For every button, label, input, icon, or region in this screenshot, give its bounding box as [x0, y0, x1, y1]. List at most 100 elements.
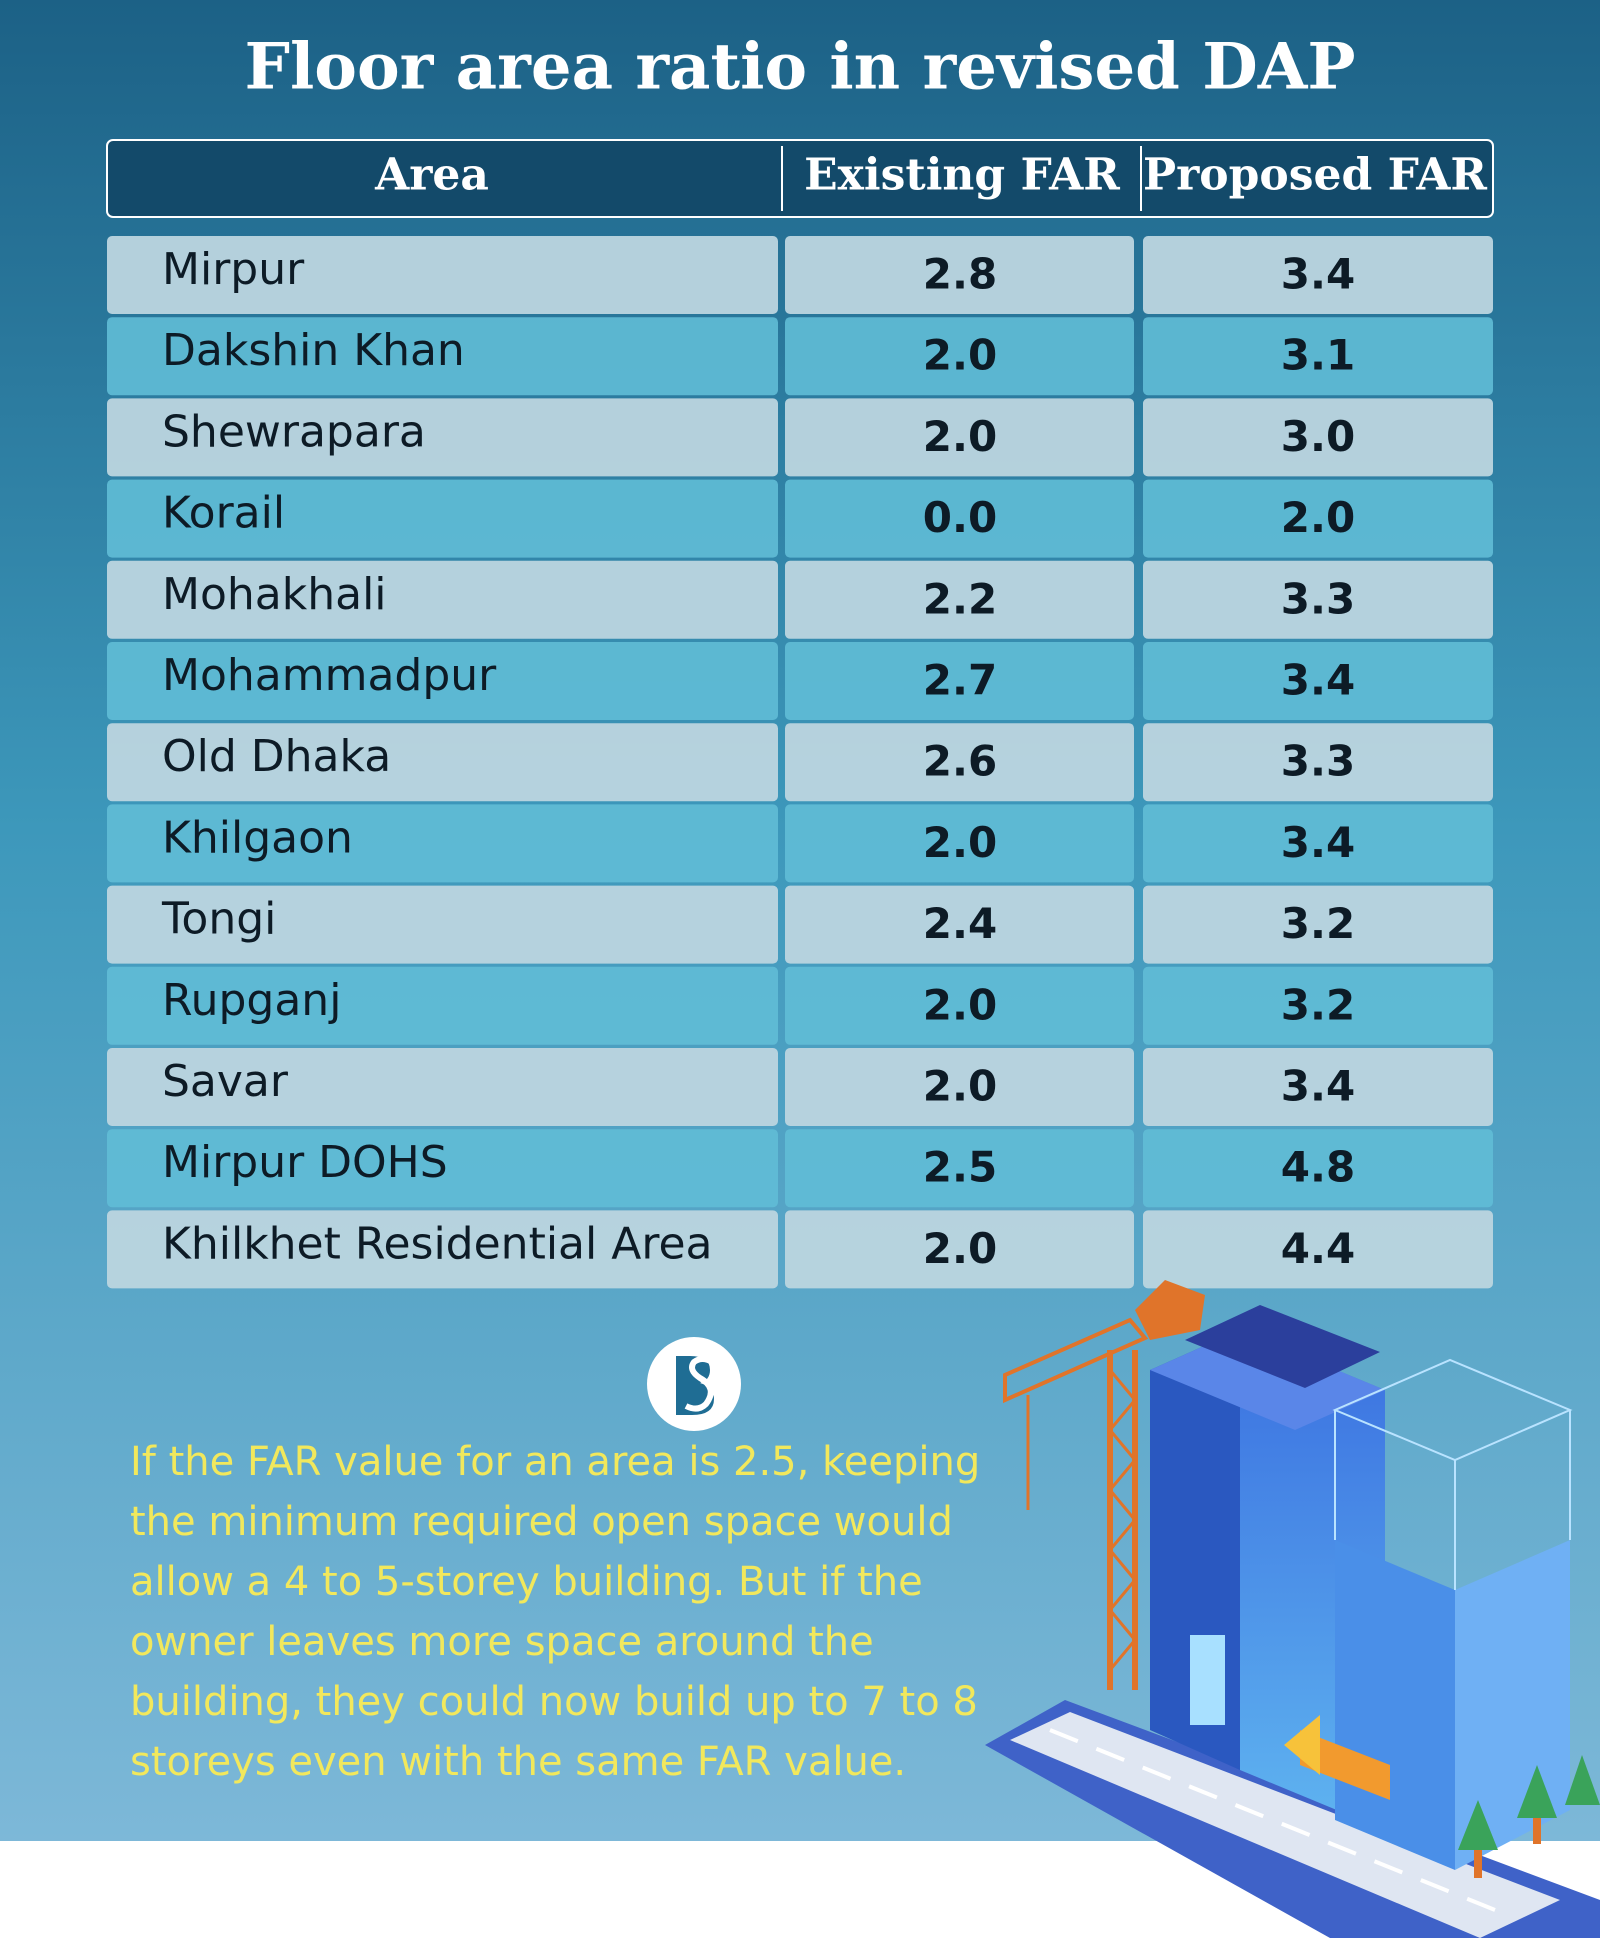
cell	[1143, 1129, 1493, 1208]
proposed-far: 3.2	[1281, 899, 1355, 948]
area-name: Dakshin Khan	[162, 325, 465, 376]
cell	[785, 966, 1134, 1045]
area-name: Old Dhaka	[162, 731, 391, 782]
proposed-far: 3.3	[1281, 574, 1355, 623]
proposed-far: 3.4	[1281, 250, 1355, 299]
existing-far: 2.6	[923, 737, 997, 786]
note-line: storeys even with the same FAR value.	[130, 1739, 906, 1785]
proposed-far: 3.1	[1281, 331, 1355, 380]
cell	[107, 723, 778, 802]
cell	[785, 642, 1134, 720]
table-row: Savar 2.0 3.4	[107, 1048, 1493, 1126]
cell	[785, 479, 1134, 558]
header-cell: Area	[374, 150, 489, 201]
cell	[1143, 479, 1493, 558]
proposed-far: 3.4	[1281, 656, 1355, 705]
table-row: Tongi 2.4 3.2	[107, 885, 1493, 964]
header-cell: Existing FAR	[804, 150, 1120, 201]
area-name: Mirpur DOHS	[162, 1137, 448, 1188]
existing-far: 2.7	[923, 656, 997, 705]
cell	[1143, 1048, 1493, 1126]
cell	[107, 398, 778, 477]
existing-far: 2.2	[923, 574, 997, 623]
area-name: Rupganj	[162, 975, 341, 1026]
cell	[1143, 804, 1493, 883]
cell	[785, 1048, 1134, 1126]
cell	[107, 236, 778, 314]
area-name: Mohakhali	[162, 569, 387, 620]
existing-far: 2.0	[923, 331, 997, 380]
table-row: Old Dhaka 2.6 3.3	[107, 723, 1493, 802]
cell	[1143, 1210, 1493, 1289]
area-name: Savar	[162, 1056, 289, 1107]
cell	[785, 885, 1134, 964]
cell	[107, 1048, 778, 1126]
cell	[1143, 966, 1493, 1045]
cell	[785, 560, 1134, 639]
illustration	[985, 1280, 1600, 1938]
table-row: Shewrapara 2.0 3.0	[107, 398, 1493, 477]
cell	[785, 804, 1134, 883]
table-row: Khilkhet Residential Area 2.0 4.4	[107, 1210, 1493, 1289]
proposed-far: 3.2	[1281, 980, 1355, 1029]
area-name: Tongi	[161, 894, 276, 945]
cell	[785, 723, 1134, 802]
area-name: Korail	[162, 488, 285, 539]
existing-far: 2.0	[923, 1062, 997, 1111]
existing-far: 0.0	[923, 493, 997, 542]
proposed-far: 3.3	[1281, 737, 1355, 786]
note-line: the minimum required open space would	[130, 1499, 953, 1545]
existing-far: 2.0	[923, 412, 997, 461]
cell	[785, 1210, 1134, 1289]
cell	[785, 317, 1134, 396]
cell	[107, 966, 778, 1045]
table-row: Dakshin Khan 2.0 3.1	[107, 317, 1493, 396]
cell	[107, 642, 778, 720]
existing-far: 2.0	[923, 1224, 997, 1273]
area-name: Khilkhet Residential Area	[162, 1218, 712, 1269]
proposed-far: 4.4	[1281, 1224, 1355, 1273]
cell	[1143, 560, 1493, 639]
existing-far: 2.0	[923, 818, 997, 867]
note-line: owner leaves more space around the	[130, 1619, 874, 1665]
logo	[647, 1337, 741, 1431]
cell	[1143, 642, 1493, 720]
note: If the FAR value for an area is 2.5, kee…	[130, 1439, 980, 1785]
note-line: building, they could now build up to 7 t…	[130, 1679, 978, 1725]
proposed-far: 3.4	[1281, 1062, 1355, 1111]
table-row: Khilgaon 2.0 3.4	[107, 804, 1493, 883]
cell	[107, 317, 778, 396]
area-name: Khilgaon	[162, 812, 353, 863]
existing-far: 2.4	[923, 899, 997, 948]
cell	[1143, 885, 1493, 964]
cell	[107, 479, 778, 558]
table-row: Rupganj 2.0 3.2	[107, 966, 1493, 1045]
cell	[1143, 317, 1493, 396]
existing-far: 2.0	[923, 980, 997, 1029]
cell	[107, 1210, 778, 1289]
existing-far: 2.8	[923, 250, 997, 299]
proposed-far: 2.0	[1281, 493, 1355, 542]
table-row: Mohakhali 2.2 3.3	[107, 560, 1493, 639]
cell	[107, 560, 778, 639]
cell	[1143, 398, 1493, 477]
cell	[107, 1129, 778, 1208]
area-name: Mirpur	[162, 244, 305, 295]
note-line: allow a 4 to 5-storey building. But if t…	[130, 1559, 923, 1605]
table-body: Mirpur 2.8 3.4 Dakshin Khan 2.0 3.1 Shewrapara…	[107, 236, 1493, 1289]
area-name: Shewrapara	[162, 406, 426, 457]
cell	[785, 1129, 1134, 1208]
proposed-far: 4.8	[1281, 1143, 1355, 1192]
cell	[1143, 236, 1493, 314]
proposed-far: 3.4	[1281, 818, 1355, 867]
table-row: Mirpur 2.8 3.4	[107, 236, 1493, 314]
existing-far: 2.5	[923, 1143, 997, 1192]
cell	[1143, 723, 1493, 802]
cell	[107, 885, 778, 964]
table-row: Mohammadpur 2.7 3.4	[107, 642, 1493, 720]
table-row: Korail 0.0 2.0	[107, 479, 1493, 558]
title: Floor area ratio in revised DAP	[245, 30, 1356, 105]
header-cell: Proposed FAR	[1143, 150, 1487, 201]
